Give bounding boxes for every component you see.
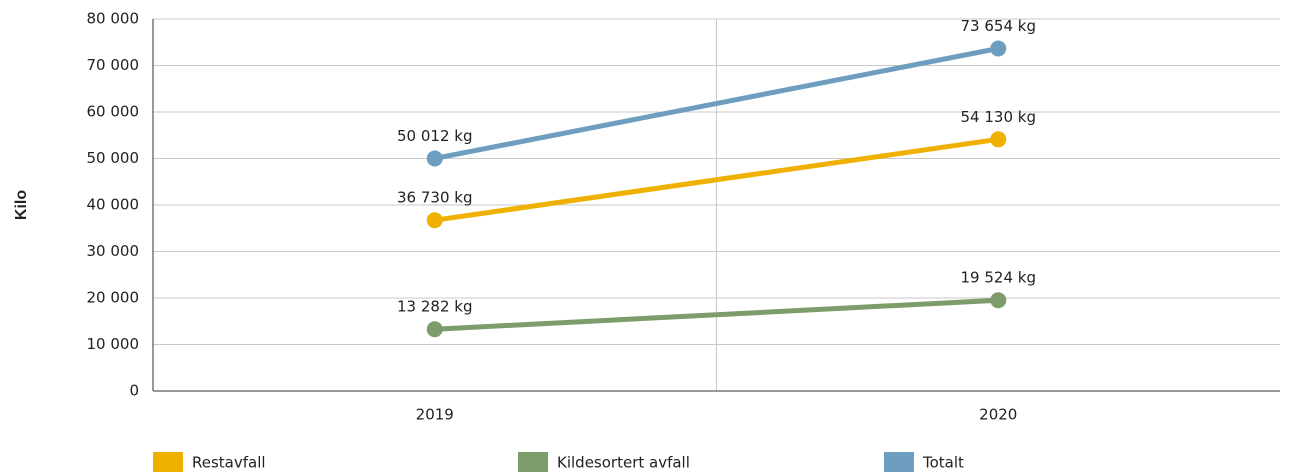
data-label: 36 730 kg [397, 189, 472, 207]
legend-swatch [518, 452, 548, 472]
y-tick-label: 60 000 [87, 103, 140, 121]
data-point [426, 150, 443, 167]
data-label: 13 282 kg [397, 298, 472, 316]
legend-swatch [153, 452, 183, 472]
legend-label: Totalt [922, 454, 964, 472]
y-axis-title: Kilo [13, 190, 30, 220]
series-line [434, 297, 999, 332]
x-tick-label: 2020 [979, 406, 1017, 424]
y-tick-label: 30 000 [87, 242, 140, 260]
x-tick-label: 2019 [416, 406, 454, 424]
y-tick-label: 0 [129, 382, 139, 400]
y-tick-label: 10 000 [87, 335, 140, 353]
y-tick-label: 40 000 [87, 196, 140, 214]
data-label: 54 130 kg [961, 108, 1036, 126]
data-label: 73 654 kg [961, 17, 1036, 35]
data-point [990, 131, 1007, 148]
legend-label: Kildesortert avfall [557, 454, 690, 472]
data-point [426, 321, 443, 338]
data-label: 19 524 kg [961, 269, 1036, 287]
data-point [990, 292, 1007, 309]
y-tick-label: 20 000 [87, 289, 140, 307]
data-point [426, 212, 443, 229]
series-line [434, 136, 999, 223]
y-tick-label: 70 000 [87, 56, 140, 74]
data-point [990, 40, 1007, 57]
legend-label: Restavfall [192, 454, 266, 472]
series-line [434, 46, 999, 161]
y-tick-label: 50 000 [87, 149, 140, 167]
y-tick-label: 80 000 [87, 10, 140, 28]
legend-swatch [884, 452, 914, 472]
data-label: 50 012 kg [397, 127, 472, 145]
